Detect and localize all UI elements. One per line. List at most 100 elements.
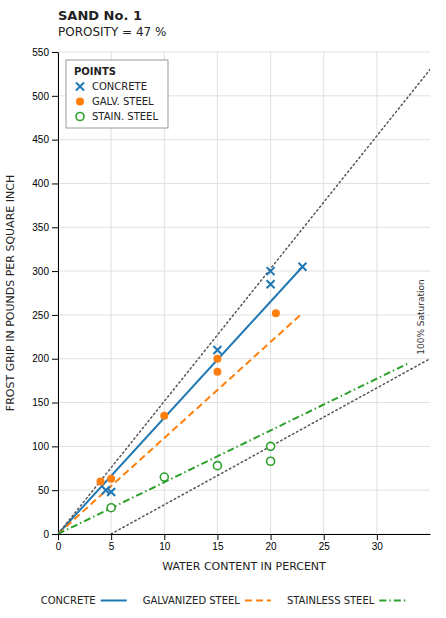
point: [298, 263, 306, 271]
x-tick: 30: [372, 534, 384, 552]
point: [97, 477, 105, 485]
x-axis-line: [59, 534, 431, 535]
point: [107, 504, 115, 512]
y-tick-label: 350: [32, 222, 49, 233]
x-tick-label: 30: [372, 541, 384, 552]
y-tick-mark: [52, 315, 58, 316]
point: [107, 488, 115, 496]
y-tick-mark: [52, 534, 58, 535]
x-tick-label: 10: [159, 541, 171, 552]
x-tick-label: 15: [212, 541, 224, 552]
x-tick-label: 20: [266, 541, 278, 552]
line-legend: CONCRETE GALVANIZED STEEL STAINLESS STEEL: [41, 595, 406, 606]
y-tick: 300: [32, 266, 58, 277]
y-grid-line: [58, 402, 430, 403]
x-tick-label: 0: [56, 541, 62, 552]
point: [213, 368, 221, 376]
y-tick-label: 550: [32, 47, 49, 58]
x-tick-label: 25: [319, 541, 331, 552]
y-grid-line: [58, 227, 430, 228]
x-grid-line: [376, 52, 377, 534]
y-tick: 350: [32, 222, 58, 233]
x-tick-label: 5: [109, 541, 115, 552]
x-tick: 15: [212, 534, 224, 552]
y-tick: 150: [32, 397, 58, 408]
y-tick-mark: [52, 140, 58, 141]
x-tick: 20: [266, 534, 278, 552]
legend-label: GALV. STEEL: [92, 96, 154, 107]
y-tick-mark: [52, 271, 58, 272]
x-tick: 25: [319, 534, 331, 552]
point: [107, 475, 115, 483]
legend-box: [66, 60, 168, 128]
grid: [58, 52, 430, 534]
legend-title: POINTS: [74, 66, 116, 77]
marks: [58, 70, 430, 534]
saturation-label: 100% Saturation: [416, 279, 426, 355]
y-tick: 0: [43, 529, 58, 540]
line-legend-label: CONCRETE: [41, 595, 96, 606]
y-axis: 0 50 100 150 200 250 300 350 400 450 500 550: [32, 47, 58, 540]
y-tick-mark: [52, 183, 58, 184]
y-tick-label: 500: [32, 91, 49, 102]
y-grid-line: [58, 183, 430, 184]
x-grid-line: [323, 52, 324, 534]
y-grid-line: [58, 446, 430, 447]
x-grid-line: [58, 52, 59, 534]
y-tick-label: 300: [32, 266, 49, 277]
title: POROSITY = 47 %: [58, 25, 166, 39]
point: [213, 355, 221, 363]
line: [58, 313, 302, 534]
y-tick: 450: [32, 134, 58, 145]
point: [267, 442, 275, 450]
x-tick-mark: [324, 534, 325, 540]
plot: 0510152025300501001502002503003504004505…: [4, 47, 431, 573]
point: [272, 309, 280, 317]
y-grid-line: [58, 358, 430, 359]
y-tick: 550: [32, 47, 58, 58]
line-legend-item: GALVANIZED STEEL: [143, 595, 271, 606]
point: [160, 412, 168, 420]
y-tick-label: 0: [43, 529, 49, 540]
y-tick-label: 450: [32, 134, 49, 145]
y-grid-line: [58, 52, 430, 53]
point: [213, 346, 221, 354]
x-axis: 0 5 10 15 20 25 30: [56, 534, 431, 552]
x-tick-mark: [217, 534, 218, 540]
point: [267, 280, 275, 288]
y-tick-mark: [52, 52, 58, 53]
y-tick: 500: [32, 91, 58, 102]
y-tick-mark: [52, 490, 58, 491]
y-tick-mark: [52, 227, 58, 228]
legend-symbol: [76, 98, 84, 106]
x-tick: 5: [109, 534, 115, 552]
point: [267, 267, 275, 275]
y-tick: 250: [32, 310, 58, 321]
x-tick-mark: [58, 534, 59, 540]
line-legend-sample: [101, 600, 127, 602]
y-tick-label: 150: [32, 397, 49, 408]
y-tick-label: 200: [32, 353, 49, 364]
y-tick-label: 50: [38, 485, 50, 496]
y-grid-line: [58, 314, 430, 315]
chart: SAND No. 1POROSITY = 47 %051015202530050…: [0, 0, 446, 618]
x-tick: 0: [56, 534, 62, 552]
y-grid-line: [58, 534, 430, 535]
line-legend-label: GALVANIZED STEEL: [143, 595, 241, 606]
point: [213, 462, 221, 470]
line-legend-sample: [245, 600, 271, 602]
line-legend-sample: [379, 600, 405, 602]
x-tick: 10: [159, 534, 171, 552]
line-legend-label: STAINLESS STEEL: [287, 595, 375, 606]
legend-symbol: [76, 113, 84, 121]
y-tick-mark: [52, 96, 58, 97]
y-tick: 400: [32, 178, 58, 189]
y-axis-line: [58, 53, 59, 535]
x-axis-title: WATER CONTENT IN PERCENT: [162, 560, 326, 573]
y-tick-mark: [52, 359, 58, 360]
reference-line: [111, 359, 430, 534]
y-tick: 100: [32, 441, 58, 452]
y-tick-label: 250: [32, 310, 49, 321]
y-tick-mark: [52, 446, 58, 447]
line-legend-item: CONCRETE: [41, 595, 127, 606]
